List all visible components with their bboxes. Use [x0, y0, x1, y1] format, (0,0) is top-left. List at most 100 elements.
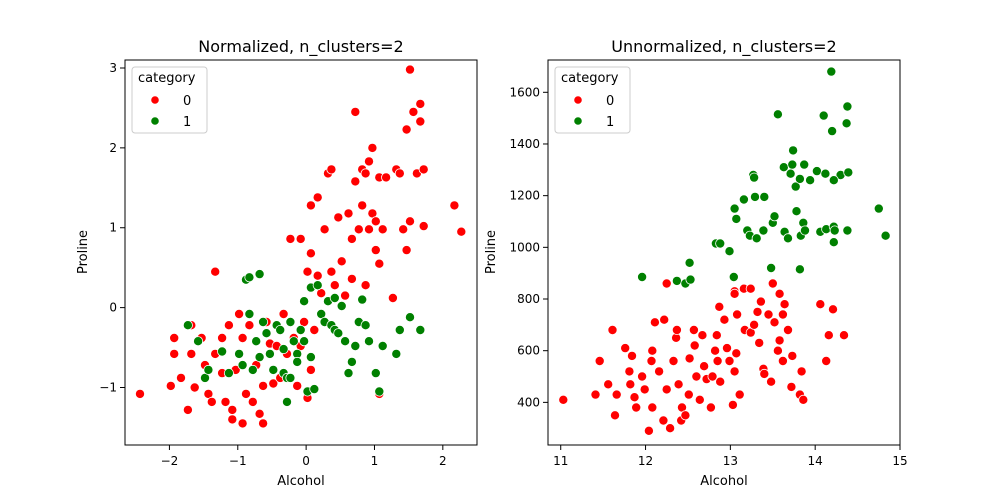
data-point-cat-0: [408, 106, 419, 117]
chart-panel-normalized: Normalized, n_clusters=2 −2 −1 0 1 2 −10123 …: [76, 37, 478, 489]
data-point-cat-1: [787, 159, 798, 170]
data-point-cat-0: [234, 308, 245, 319]
legend-frame: [554, 66, 631, 134]
data-point-cat-0: [779, 299, 790, 310]
data-point-cat-1: [800, 225, 811, 236]
data-point-cat-0: [237, 418, 248, 429]
x-axis-label: Alcohol: [277, 474, 324, 489]
data-point-cat-0: [694, 394, 705, 405]
data-point-cat-1: [309, 384, 320, 395]
data-point-cat-1: [251, 336, 262, 347]
data-point-cat-0: [227, 404, 238, 415]
legend-marker-1: [150, 116, 160, 126]
data-point-cat-1: [340, 336, 351, 347]
legend-marker-0: [150, 95, 160, 105]
data-point-cat-0: [240, 388, 251, 399]
data-point-cat-0: [398, 224, 409, 235]
data-point-cat-0: [699, 361, 710, 372]
data-point-cat-1: [234, 348, 245, 359]
data-point-cat-0: [715, 376, 726, 387]
data-point-cat-1: [264, 348, 275, 359]
data-point-cat-0: [387, 292, 398, 303]
data-point-cat-0: [401, 245, 412, 256]
y-tick-label: 3: [109, 61, 117, 75]
data-point-cat-1: [404, 312, 415, 323]
data-point-cat-0: [558, 394, 569, 405]
data-point-cat-0: [350, 106, 361, 117]
data-point-cat-0: [370, 245, 381, 256]
data-point-cat-1: [637, 271, 648, 282]
data-point-cat-0: [631, 402, 642, 413]
legend-title: category: [138, 71, 196, 86]
data-point-cat-1: [203, 364, 214, 375]
x-tick-label: 1: [371, 454, 379, 468]
data-point-cat-1: [843, 167, 854, 178]
data-point-cat-0: [374, 258, 385, 269]
data-point-cat-1: [828, 175, 839, 186]
scatter-points: [134, 64, 467, 429]
data-point-cat-0: [643, 425, 654, 436]
data-point-cat-0: [165, 380, 176, 391]
data-point-cat-0: [766, 376, 777, 387]
data-point-cat-0: [625, 379, 636, 390]
data-point-cat-1: [288, 336, 299, 347]
data-point-cat-1: [685, 274, 696, 285]
legend-label-0: 0: [606, 94, 614, 109]
data-point-cat-0: [668, 355, 679, 366]
data-point-cat-0: [350, 176, 361, 187]
data-point-cat-0: [627, 350, 638, 361]
data-point-cat-0: [688, 324, 699, 335]
data-point-cat-0: [712, 355, 723, 366]
data-point-cat-1: [329, 292, 340, 303]
data-point-cat-1: [794, 264, 805, 275]
data-point-cat-0: [189, 382, 200, 393]
data-point-cat-1: [374, 386, 385, 397]
data-point-cat-1: [394, 324, 405, 335]
data-point-cat-0: [724, 355, 735, 366]
data-point-cat-0: [610, 410, 621, 421]
data-point-cat-0: [418, 164, 429, 175]
y-tick-label: 600: [517, 344, 540, 358]
data-point-cat-1: [363, 336, 374, 347]
data-point-cat-0: [777, 355, 788, 366]
data-point-cat-0: [649, 317, 660, 328]
data-point-cat-0: [729, 288, 740, 299]
data-point-cat-0: [346, 273, 357, 284]
data-point-cat-1: [281, 396, 292, 407]
data-point-cat-1: [295, 324, 306, 335]
y-axis-label: Proline: [484, 230, 499, 274]
data-point-cat-0: [729, 366, 740, 377]
data-point-cat-1: [841, 118, 852, 129]
data-point-cat-0: [353, 224, 364, 235]
data-point-cat-1: [346, 356, 357, 367]
data-point-cat-0: [603, 379, 614, 390]
x-tick-label: 14: [808, 454, 823, 468]
data-point-cat-0: [309, 324, 320, 335]
data-point-cat-0: [754, 337, 765, 348]
data-point-cat-1: [818, 110, 829, 121]
data-point-cat-0: [258, 380, 269, 391]
data-point-cat-0: [363, 156, 374, 167]
data-point-cat-1: [258, 316, 269, 327]
data-point-cat-0: [346, 233, 357, 244]
data-point-cat-0: [295, 233, 306, 244]
data-point-cat-1: [299, 296, 310, 307]
data-point-cat-0: [305, 248, 316, 259]
data-point-cat-0: [777, 309, 788, 320]
data-point-cat-0: [647, 345, 658, 356]
data-point-cat-1: [724, 246, 735, 257]
data-point-cat-1: [684, 257, 695, 268]
data-point-cat-0: [759, 368, 770, 379]
data-point-cat-0: [755, 296, 766, 307]
plot-frame: [124, 59, 478, 446]
y-tick-label: 400: [517, 395, 540, 409]
data-point-cat-0: [377, 224, 388, 235]
data-point-cat-1: [828, 237, 839, 248]
y-tick-label: 1: [109, 221, 117, 235]
data-point-cat-1: [254, 269, 265, 280]
data-point-cat-0: [629, 392, 640, 403]
data-point-cat-0: [689, 340, 700, 351]
y-tick-label: 1400: [509, 137, 540, 151]
data-point-cat-1: [391, 348, 402, 359]
data-point-cat-0: [175, 372, 186, 383]
